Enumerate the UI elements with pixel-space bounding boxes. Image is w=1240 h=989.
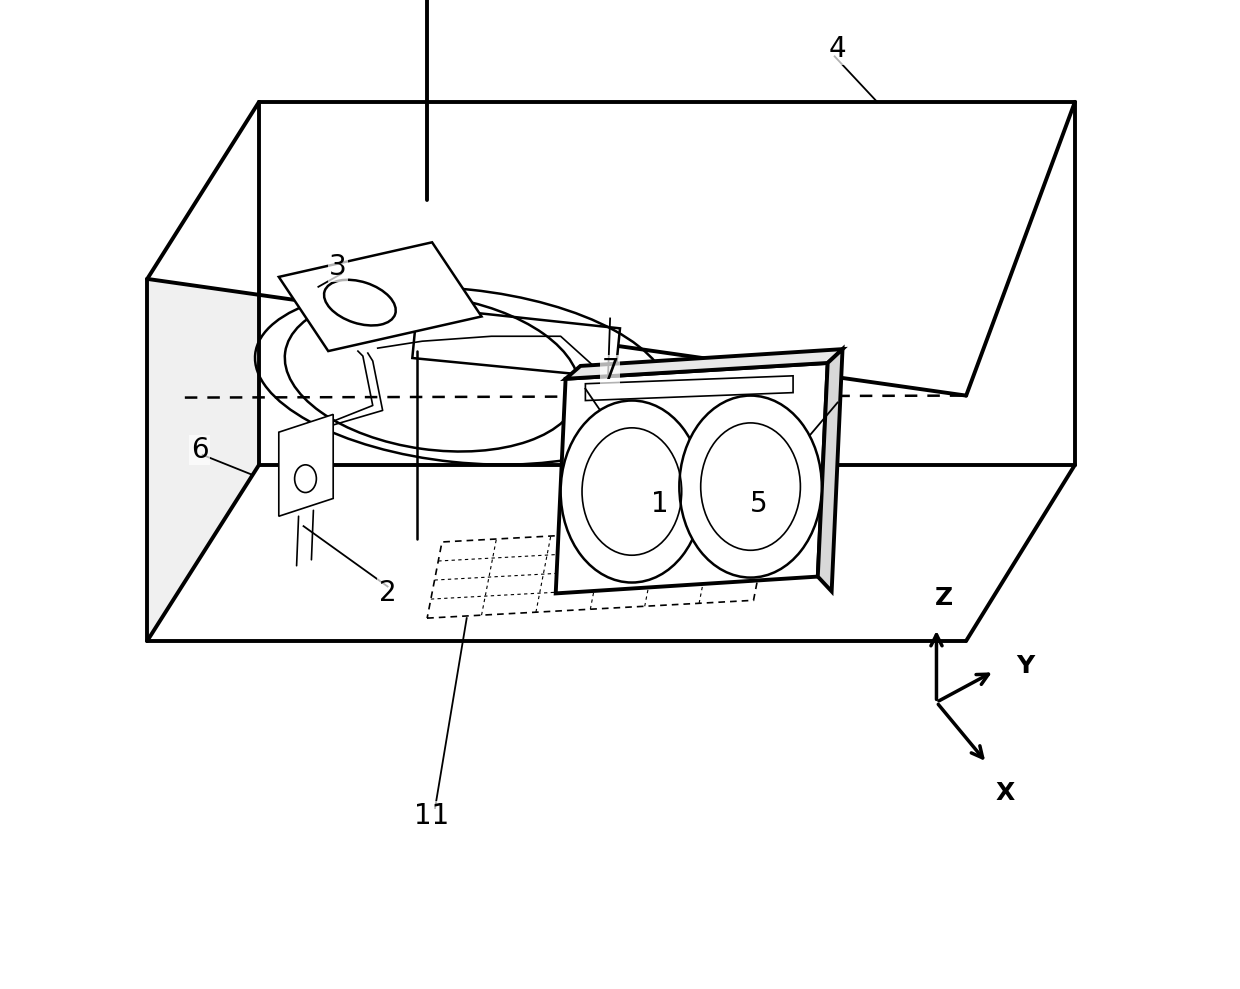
Ellipse shape xyxy=(324,280,396,325)
Polygon shape xyxy=(148,102,259,641)
Text: Z: Z xyxy=(935,586,954,610)
Polygon shape xyxy=(259,102,1075,465)
Text: Y: Y xyxy=(1016,654,1034,678)
Text: 5: 5 xyxy=(750,491,768,518)
Text: 11: 11 xyxy=(414,802,450,830)
Text: 2: 2 xyxy=(378,580,397,607)
Polygon shape xyxy=(556,363,827,593)
Text: 4: 4 xyxy=(828,36,847,63)
Polygon shape xyxy=(279,242,481,351)
Text: 7: 7 xyxy=(601,357,619,385)
Text: 6: 6 xyxy=(191,436,208,464)
Polygon shape xyxy=(818,349,842,591)
Text: X: X xyxy=(994,781,1014,805)
Polygon shape xyxy=(148,102,1075,396)
Text: 1: 1 xyxy=(651,491,668,518)
Polygon shape xyxy=(148,465,1075,641)
Text: 3: 3 xyxy=(330,253,347,281)
Ellipse shape xyxy=(560,401,703,583)
Polygon shape xyxy=(279,414,334,516)
Polygon shape xyxy=(413,307,620,378)
Ellipse shape xyxy=(680,396,822,578)
Polygon shape xyxy=(565,349,842,379)
